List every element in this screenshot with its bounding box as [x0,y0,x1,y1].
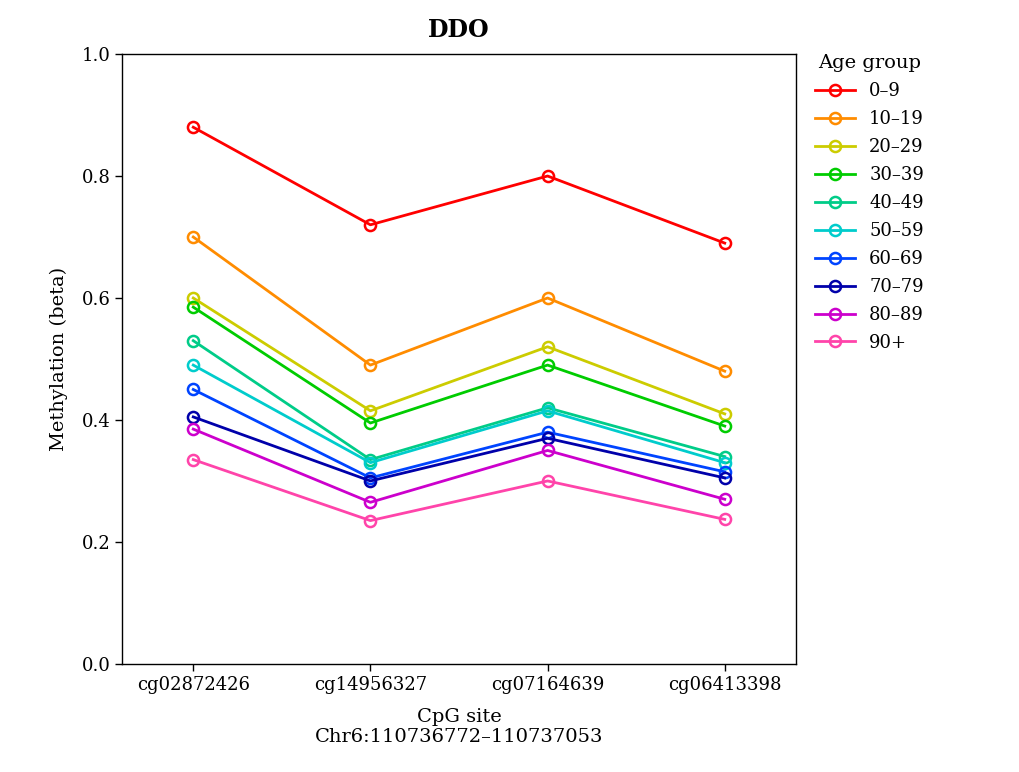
0–9 [364,220,376,229]
60–69 [541,428,553,437]
20–29 [186,293,199,303]
Line: 80–89: 80–89 [187,424,730,508]
30–39 [541,361,553,370]
Line: 60–69: 60–69 [187,384,730,483]
10–19 [541,293,553,303]
20–29 [364,406,376,415]
50–59 [364,458,376,467]
Line: 70–79: 70–79 [187,411,730,486]
Line: 30–39: 30–39 [187,302,730,432]
Line: 0–9: 0–9 [187,122,730,249]
30–39 [186,303,199,312]
10–19 [718,367,731,376]
Y-axis label: Methylation (beta): Methylation (beta) [50,267,68,451]
Line: 10–19: 10–19 [187,232,730,377]
30–39 [718,422,731,431]
30–39 [364,418,376,428]
70–79 [186,412,199,422]
50–59 [186,361,199,370]
80–89 [541,445,553,455]
0–9 [541,171,553,181]
Line: 20–29: 20–29 [187,293,730,419]
0–9 [718,239,731,248]
40–49 [718,452,731,461]
60–69 [186,384,199,394]
X-axis label: CpG site
Chr6:110736772–110737053: CpG site Chr6:110736772–110737053 [315,708,602,747]
70–79 [364,476,376,486]
90+ [364,516,376,525]
Title: DDO: DDO [428,19,489,42]
60–69 [718,467,731,476]
90+ [541,476,553,486]
10–19 [364,361,376,370]
40–49 [541,403,553,412]
90+ [186,455,199,464]
0–9 [186,123,199,132]
20–29 [718,409,731,418]
80–89 [186,425,199,434]
50–59 [541,406,553,415]
Line: 90+: 90+ [187,454,730,527]
Line: 40–49: 40–49 [187,335,730,466]
20–29 [541,342,553,351]
10–19 [186,232,199,242]
60–69 [364,473,376,482]
80–89 [718,495,731,504]
40–49 [186,336,199,345]
70–79 [718,473,731,482]
40–49 [364,455,376,464]
50–59 [718,458,731,467]
80–89 [364,498,376,507]
Legend: 0–9, 10–19, 20–29, 30–39, 40–49, 50–59, 60–69, 70–79, 80–89, 90+: 0–9, 10–19, 20–29, 30–39, 40–49, 50–59, … [810,51,926,355]
70–79 [541,434,553,443]
Line: 50–59: 50–59 [187,360,730,468]
90+ [718,515,731,524]
